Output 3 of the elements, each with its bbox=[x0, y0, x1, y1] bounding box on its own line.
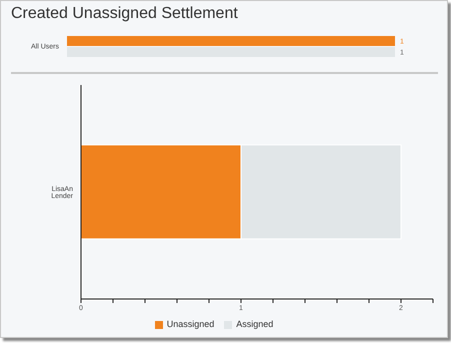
legend-label: Assigned bbox=[236, 319, 274, 329]
chart-title: Created Unassigned Settlement bbox=[11, 5, 238, 23]
legend-label: Unassigned bbox=[166, 319, 214, 329]
